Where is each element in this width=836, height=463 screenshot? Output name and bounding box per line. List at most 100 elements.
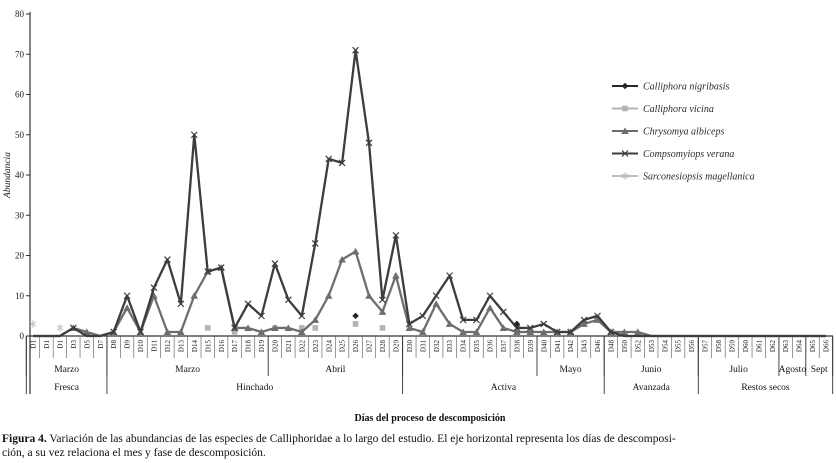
x-tick-label: D5 bbox=[83, 340, 91, 349]
x-tick-label: D21 bbox=[285, 340, 293, 353]
legend-item-compsomyiops-verana: Compsomyiops verana bbox=[612, 149, 734, 160]
x-tick-label: D29 bbox=[392, 340, 400, 353]
x-tick-label: D30 bbox=[406, 340, 414, 353]
x-tick-label: D11 bbox=[151, 340, 159, 352]
y-tick-label: 50 bbox=[15, 130, 25, 140]
x-tick-label: D12 bbox=[164, 340, 172, 353]
x-tick-label: D15 bbox=[204, 340, 212, 353]
x-tick-label: D46 bbox=[594, 340, 602, 353]
legend-label: Calliphora vicina bbox=[643, 104, 714, 115]
x-tick-label: D17 bbox=[231, 340, 239, 353]
x-tick-label: D24 bbox=[325, 340, 333, 353]
x-tick-label: D54 bbox=[661, 340, 669, 353]
x-tick-label: D36 bbox=[487, 340, 495, 353]
y-tick-label: 60 bbox=[15, 90, 25, 100]
figure-caption-label: Figura 4. bbox=[2, 433, 47, 445]
x-tick-label: D7 bbox=[97, 340, 105, 349]
y-tick-label: 30 bbox=[15, 210, 25, 220]
x-tick-label: D60 bbox=[742, 340, 750, 353]
x-tick-label: D26 bbox=[352, 340, 360, 353]
y-tick-label: 40 bbox=[15, 170, 25, 180]
figure-caption-line2: ción, a su vez relaciona el mes y fase d… bbox=[2, 447, 266, 459]
legend-label: Calliphora nigribasis bbox=[643, 82, 730, 93]
y-tick-label: 70 bbox=[15, 49, 25, 59]
phase-label: Restos secos bbox=[741, 383, 790, 393]
x-tick-label: D48 bbox=[608, 340, 616, 353]
x-tick-label: D39 bbox=[527, 340, 535, 353]
x-tick-label: D22 bbox=[298, 340, 306, 353]
x-tick-label: D63 bbox=[782, 340, 790, 353]
x-tick-label: D59 bbox=[728, 340, 736, 353]
month-label: Abril bbox=[325, 365, 345, 375]
legend-item-calliphora-nigribasis: Calliphora nigribasis bbox=[612, 82, 730, 93]
x-tick-label: D66 bbox=[823, 340, 831, 353]
month-label: Mayo bbox=[560, 365, 582, 375]
x-tick-label: D32 bbox=[433, 340, 441, 353]
legend-item-sarconesiopsis-magellanica: Sarconesiopsis magellanica bbox=[612, 172, 755, 183]
x-tick-label: D55 bbox=[675, 340, 683, 353]
x-tick-label: D57 bbox=[702, 340, 710, 353]
month-label: Junio bbox=[641, 365, 662, 375]
month-label: Julio bbox=[729, 365, 748, 375]
x-tick-label: D65 bbox=[809, 340, 817, 353]
legend-label: Sarconesiopsis magellanica bbox=[643, 172, 755, 183]
legend-label: Compsomyiops verana bbox=[643, 149, 734, 160]
x-tick-label: D58 bbox=[715, 340, 723, 353]
phase-label: Fresca bbox=[54, 383, 80, 393]
legend-item-calliphora-vicina: Calliphora vicina bbox=[612, 104, 714, 115]
y-tick-label: 10 bbox=[15, 291, 25, 301]
figure-caption-line1: Variación de las abundancias de las espe… bbox=[46, 433, 676, 445]
x-tick-label: D50 bbox=[621, 340, 629, 353]
legend-item-chrysomya-albiceps: Chrysomya albiceps bbox=[612, 127, 724, 138]
x-tick-label: D62 bbox=[769, 340, 777, 353]
x-axis: D1 D1 D1 D3 D5 D7 D8 D9 D10 D11 D12 D13 D14 D15 D16 D17… bbox=[25, 335, 833, 358]
y-tick-label: 20 bbox=[15, 251, 25, 261]
x-tick-label: D25 bbox=[339, 340, 347, 353]
x-tick-label: D41 bbox=[554, 340, 562, 353]
x-tick-label: D53 bbox=[648, 340, 656, 353]
x-tick-label: D3 bbox=[70, 340, 78, 349]
month-label: Marzo bbox=[54, 365, 79, 375]
month-label: Sept bbox=[811, 365, 828, 375]
x-tick-label: D27 bbox=[366, 340, 374, 353]
x-tick-label: D10 bbox=[137, 340, 145, 353]
x-tick-label: D28 bbox=[379, 340, 387, 353]
phase-label: Hinchado bbox=[236, 383, 273, 393]
x-tick-label: D37 bbox=[500, 340, 508, 353]
figure-caption: Figura 4. Variación de las abundancias d… bbox=[2, 432, 834, 460]
month-label: Agosto bbox=[779, 365, 807, 375]
series-compsomyiops-verana bbox=[33, 46, 826, 338]
x-tick-label: D1 bbox=[56, 340, 64, 349]
series-calliphora-nigribasis bbox=[352, 312, 521, 328]
x-tick-label: D43 bbox=[581, 340, 589, 353]
x-tick-label: D19 bbox=[258, 340, 266, 353]
phase-label: Avanzada bbox=[633, 383, 671, 393]
x-tick-label: D8 bbox=[110, 340, 118, 349]
chart-legend: Calliphora nigribasis Calliphora vicina Ch… bbox=[612, 82, 755, 183]
x-tick-label: D64 bbox=[796, 340, 804, 353]
legend-label: Chrysomya albiceps bbox=[643, 127, 724, 138]
x-tick-label: D61 bbox=[755, 340, 763, 353]
y-tick-label: 0 bbox=[20, 331, 25, 341]
y-axis-title: Abundancia bbox=[3, 152, 13, 199]
y-tick-label: 80 bbox=[15, 9, 25, 19]
x-tick-label: D33 bbox=[446, 340, 454, 353]
x-tick-label: D31 bbox=[419, 340, 427, 353]
x-tick-label: D20 bbox=[272, 340, 280, 353]
x-tick-label: D13 bbox=[177, 340, 185, 353]
x-tick-label: D35 bbox=[473, 340, 481, 353]
x-tick-label: D40 bbox=[540, 340, 548, 353]
month-label: Marzo bbox=[175, 365, 200, 375]
x-tick-label: D42 bbox=[567, 340, 575, 353]
x-tick-label: D18 bbox=[245, 340, 253, 353]
x-tick-label: D9 bbox=[124, 340, 132, 349]
x-tick-label: D23 bbox=[312, 340, 320, 353]
series-calliphora-vicina bbox=[204, 321, 386, 335]
x-axis-title: Días del proceso de descomposición bbox=[355, 413, 506, 424]
x-tick-label: D1 bbox=[43, 340, 51, 349]
x-tick-label: D14 bbox=[191, 340, 199, 353]
phase-label: Activa bbox=[491, 383, 517, 393]
y-axis: 0 10 20 30 40 50 60 70 80 Abundancia bbox=[3, 9, 31, 394]
